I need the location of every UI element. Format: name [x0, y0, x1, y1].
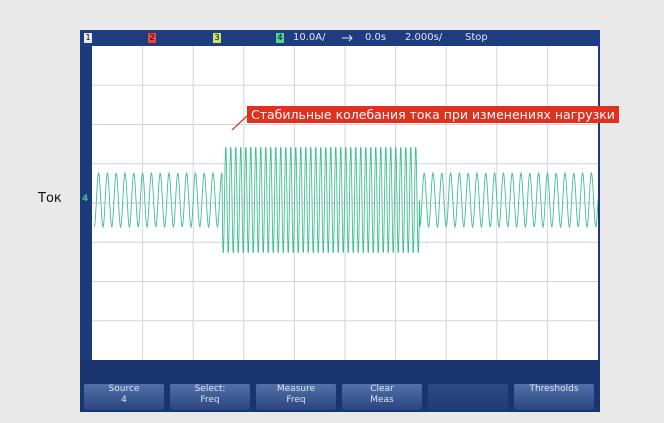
softkey-bar: Source 4 Select: Freq Measure Freq Clear Meas Th…	[80, 360, 600, 412]
channel-4[interactable]: 4	[276, 33, 284, 43]
channel-2[interactable]: 2	[148, 33, 156, 43]
softkey-value: Freq	[200, 395, 220, 405]
softkey-value: Freq	[286, 395, 306, 405]
softkey-label: Thresholds	[529, 384, 579, 394]
softkey-value: 4	[121, 395, 127, 405]
softkey-label: Measure	[276, 384, 316, 394]
softkey-value: Meas	[370, 395, 394, 405]
softkey-label: Select:	[194, 384, 226, 394]
softkey-label: Source	[108, 384, 140, 394]
state: Stop	[465, 32, 488, 43]
graticule	[92, 46, 598, 360]
channel-1[interactable]: 1	[84, 33, 92, 43]
status-bar: 1 2 3 4 10.0A/ 0.0s 2.000s/ Stop	[80, 30, 600, 46]
channel-3[interactable]: 3	[213, 33, 221, 43]
softkey[interactable]: Measure Freq	[256, 384, 336, 410]
annotation-leader	[231, 115, 248, 131]
timebase: 2.000s/	[405, 32, 443, 43]
scale: 10.0A/	[293, 32, 326, 43]
softkey-disabled	[428, 384, 508, 410]
delay: 0.0s	[365, 32, 387, 43]
softkey[interactable]: Clear Meas	[342, 384, 422, 410]
side-label: Ток	[38, 191, 62, 206]
softkey[interactable]: Select: Freq	[170, 384, 250, 410]
waveform	[93, 147, 598, 253]
softkey[interactable]: Source 4	[84, 384, 164, 410]
annotation: Стабильные колебания тока при изменениях…	[247, 106, 619, 123]
softkey-label: Clear	[370, 384, 394, 394]
softkey[interactable]: Thresholds	[514, 384, 594, 410]
trace-marker: 4	[82, 194, 89, 204]
arrow-icon	[342, 34, 353, 42]
